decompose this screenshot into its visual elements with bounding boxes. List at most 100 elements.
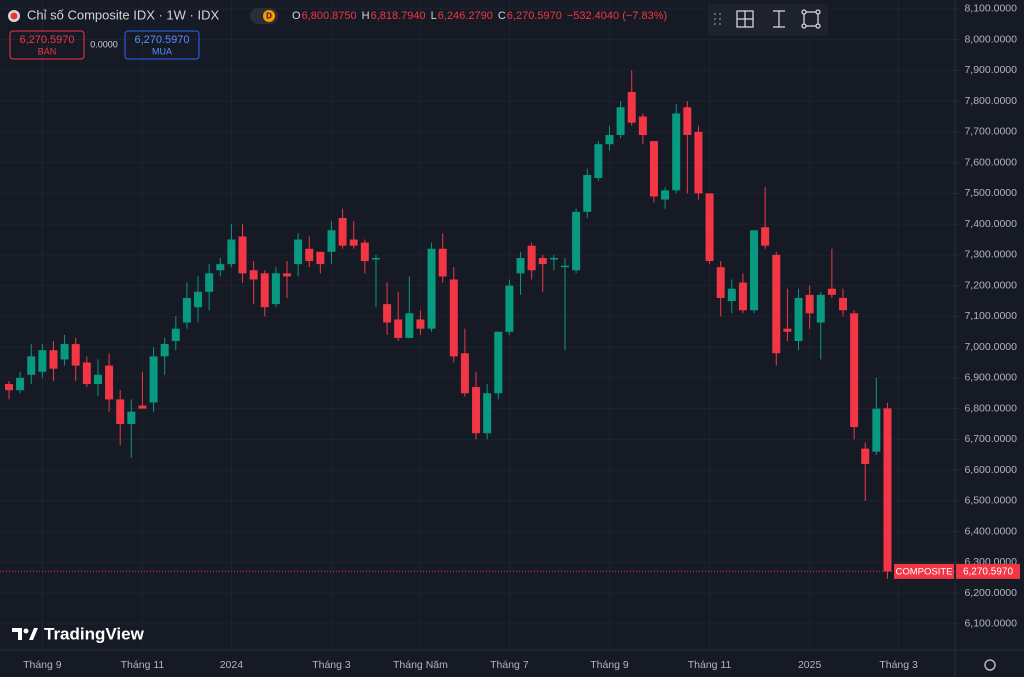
candle-body <box>238 236 247 274</box>
sell-price[interactable]: 6,270.5970 <box>19 34 74 46</box>
last-price-label: 6,270.5970 <box>963 567 1013 578</box>
legend-change: −532.4040 (−7.83%) <box>567 10 667 22</box>
legend-value: 6,800.8750 <box>302 10 357 22</box>
candle-body <box>360 242 369 262</box>
candle-body <box>227 239 236 265</box>
x-tick-label: Tháng 9 <box>23 659 62 671</box>
y-tick-label: 8,100.0000 <box>964 3 1017 15</box>
candle-body <box>27 356 36 375</box>
candle-body <box>305 248 314 262</box>
candle-body <box>60 344 69 360</box>
candle-body <box>805 294 814 314</box>
y-tick-label: 7,100.0000 <box>964 310 1017 322</box>
candle-body <box>16 377 25 391</box>
candle-body <box>182 297 191 323</box>
legend-value: 6,246.2790 <box>438 10 493 22</box>
tool-icon[interactable] <box>773 10 785 28</box>
tool-icon[interactable] <box>801 9 821 29</box>
y-tick-label: 6,100.0000 <box>964 618 1017 630</box>
symbol-logo <box>10 12 18 20</box>
candle-body <box>427 248 436 329</box>
legend-value: 6,818.7940 <box>371 10 426 22</box>
candle-body <box>827 288 836 295</box>
candle-body <box>438 248 447 277</box>
candle-body <box>271 273 280 305</box>
candle-body <box>460 353 469 394</box>
candle-body <box>483 393 492 434</box>
candle-body <box>683 107 692 135</box>
sell-button[interactable] <box>9 30 85 60</box>
candle-body <box>772 254 781 354</box>
candle-body <box>116 399 125 425</box>
interval-badge: D <box>266 12 272 21</box>
candle-body <box>260 273 269 308</box>
y-tick-label: 6,400.0000 <box>964 525 1017 537</box>
candle-body <box>338 217 347 246</box>
candle-body <box>761 227 770 246</box>
x-tick-label: 2025 <box>798 659 822 671</box>
candle-body <box>205 273 214 292</box>
legend-key: H <box>362 10 370 22</box>
candle-body <box>449 279 458 357</box>
settings-icon[interactable] <box>984 659 996 671</box>
legend-key: L <box>431 10 437 22</box>
candle-body <box>572 211 581 271</box>
y-tick-label: 7,300.0000 <box>964 249 1017 261</box>
x-tick-label: Tháng 11 <box>688 659 732 671</box>
y-tick-label: 7,200.0000 <box>964 279 1017 291</box>
buy-label[interactable]: MUA <box>152 46 172 56</box>
buy-price[interactable]: 6,270.5970 <box>134 34 189 46</box>
watermark: TradingView <box>44 624 145 643</box>
x-tick-label: Tháng 7 <box>490 659 529 671</box>
x-tick-label: Tháng 3 <box>879 659 918 671</box>
last-price-name: COMPOSITE <box>895 566 952 577</box>
candle-body <box>872 408 881 452</box>
buy-button[interactable] <box>124 30 200 60</box>
candle-body <box>138 405 147 409</box>
y-tick-label: 7,400.0000 <box>964 218 1017 230</box>
y-tick-label: 7,800.0000 <box>964 95 1017 107</box>
candle-body <box>727 288 736 302</box>
candle-body <box>494 331 503 394</box>
drag-handle[interactable] <box>714 13 721 25</box>
y-tick-label: 7,000.0000 <box>964 341 1017 353</box>
candle-body <box>638 116 647 135</box>
badge-dot <box>263 10 275 22</box>
candle-body <box>71 344 80 366</box>
candle-body <box>316 251 325 265</box>
y-tick-label: 6,600.0000 <box>964 464 1017 476</box>
candle-body <box>171 328 180 341</box>
candle-body <box>850 313 859 428</box>
candle-body <box>839 297 847 311</box>
tool-icon[interactable] <box>736 10 754 28</box>
candle-body <box>283 273 291 277</box>
candle-body <box>883 408 892 572</box>
candle-body <box>294 239 303 265</box>
watermark-logo <box>12 628 38 640</box>
y-tick-label: 7,600.0000 <box>964 156 1017 168</box>
candles <box>5 70 892 579</box>
x-tick-label: Tháng 9 <box>590 659 629 671</box>
candle-body <box>738 282 747 311</box>
candle-body <box>627 91 636 123</box>
y-tick-label: 6,500.0000 <box>964 495 1017 507</box>
candle-body <box>127 411 136 425</box>
candle-body <box>5 384 13 391</box>
last-price-name-bg <box>894 563 954 579</box>
y-tick-label: 6,200.0000 <box>964 587 1017 599</box>
candle-body <box>160 344 169 357</box>
candle-body <box>194 291 203 308</box>
candle-body <box>661 190 670 200</box>
candle-body <box>750 230 759 311</box>
ohlc-legend: O 6,800.8750 H 6,818.7940 L 6,246.2790 C 6,270.… <box>292 10 667 22</box>
y-tick-label: 7,500.0000 <box>964 187 1017 199</box>
y-tick-label: 8,000.0000 <box>964 33 1017 45</box>
y-tick-label: 6,700.0000 <box>964 433 1017 445</box>
sell-label[interactable]: BÁN <box>38 46 57 56</box>
candle-body <box>216 264 225 271</box>
spread: 0.0000 <box>90 39 118 49</box>
candle-body <box>416 319 425 329</box>
y-tick-label: 6,800.0000 <box>964 402 1017 414</box>
